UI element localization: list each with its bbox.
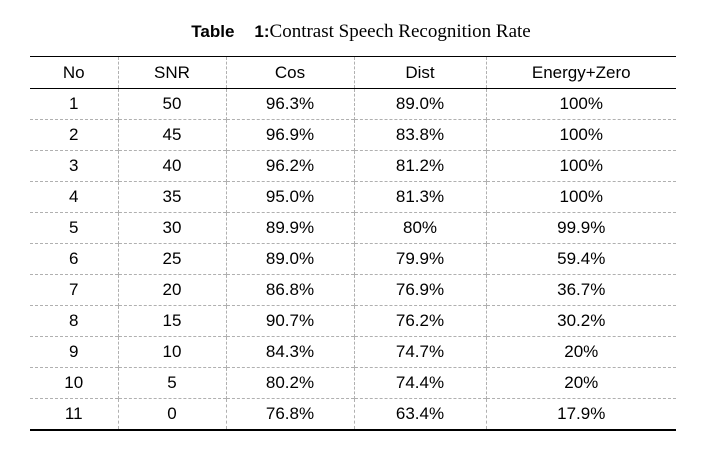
cell-snr: 50 <box>117 88 226 120</box>
cell-no: 10 <box>64 373 84 392</box>
header-energy-zero: Energy+Zero <box>485 56 676 89</box>
cell-dist: 83.8% <box>353 119 486 151</box>
cell-dist: 81.3% <box>353 181 486 213</box>
caption-title: Contrast Speech Recognition Rate <box>269 21 531 42</box>
cell-no: 5 <box>69 218 79 237</box>
cell-dist: 80% <box>353 212 486 244</box>
cell-energy-zero: 100% <box>485 150 676 182</box>
cell-no: 4 <box>69 187 79 206</box>
table-row: 3 40 96.2% 81.2% 100% <box>30 150 676 182</box>
table-row: 10 5 80.2% 74.4% 20% <box>30 367 676 399</box>
cell-dist: 74.4% <box>353 367 486 399</box>
cell-energy-zero: 36.7% <box>485 274 676 306</box>
header-snr: SNR <box>117 56 226 89</box>
cell-dist: 79.9% <box>353 243 486 275</box>
cell-cos: 76.8% <box>225 398 354 430</box>
cell-snr: 15 <box>117 305 226 337</box>
cell-no: 8 <box>69 311 79 330</box>
cell-cos: 89.0% <box>225 243 354 275</box>
cell-cos: 84.3% <box>225 336 354 368</box>
cell-energy-zero: 100% <box>485 88 676 120</box>
cell-snr: 45 <box>117 119 226 151</box>
cell-cos: 90.7% <box>225 305 354 337</box>
table-row: 8 15 90.7% 76.2% 30.2% <box>30 305 676 337</box>
cell-dist: 74.7% <box>353 336 486 368</box>
cell-cos: 80.2% <box>225 367 354 399</box>
cell-dist: 89.0% <box>353 88 486 120</box>
caption-label: Table <box>191 22 235 41</box>
header-no: No <box>62 62 85 82</box>
cell-snr: 20 <box>117 274 226 306</box>
cell-no: 3 <box>69 156 79 175</box>
cell-energy-zero: 20% <box>485 367 676 399</box>
cell-dist: 63.4% <box>353 398 486 430</box>
cell-dist: 81.2% <box>353 150 486 182</box>
header-row: No SNR Cos Dist Energy+Zero <box>30 56 676 89</box>
cell-energy-zero: 100% <box>485 181 676 213</box>
header-dist: Dist <box>353 56 486 89</box>
cell-energy-zero: 17.9% <box>485 398 676 430</box>
cell-snr: 0 <box>117 398 226 430</box>
cell-dist: 76.9% <box>353 274 486 306</box>
cell-snr: 5 <box>117 367 226 399</box>
cell-energy-zero: 59.4% <box>485 243 676 275</box>
cell-snr: 10 <box>117 336 226 368</box>
cell-energy-zero: 30.2% <box>485 305 676 337</box>
table-caption: Table 1:Contrast Speech Recognition Rate <box>0 20 722 44</box>
cell-no: 2 <box>69 125 79 144</box>
table-row: 1 50 96.3% 89.0% 100% <box>30 88 676 120</box>
table-row: 9 10 84.3% 74.7% 20% <box>30 336 676 368</box>
table-row: 11 0 76.8% 63.4% 17.9% <box>30 398 676 430</box>
cell-energy-zero: 20% <box>485 336 676 368</box>
table-row: 6 25 89.0% 79.9% 59.4% <box>30 243 676 275</box>
table-row: 4 35 95.0% 81.3% 100% <box>30 181 676 213</box>
cell-cos: 96.2% <box>225 150 354 182</box>
recognition-rate-table: No SNR Cos Dist Energy+Zero 1 50 96.3% 8… <box>30 56 676 431</box>
cell-no: 6 <box>69 249 79 268</box>
cell-cos: 96.9% <box>225 119 354 151</box>
cell-cos: 86.8% <box>225 274 354 306</box>
cell-no: 9 <box>69 342 79 361</box>
table-row: 7 20 86.8% 76.9% 36.7% <box>30 274 676 306</box>
cell-no: 11 <box>64 404 83 423</box>
cell-snr: 40 <box>117 150 226 182</box>
cell-snr: 25 <box>117 243 226 275</box>
cell-cos: 96.3% <box>225 88 354 120</box>
header-cos: Cos <box>225 56 354 89</box>
cell-cos: 89.9% <box>225 212 354 244</box>
cell-energy-zero: 100% <box>485 119 676 151</box>
cell-energy-zero: 99.9% <box>485 212 676 244</box>
table-row: 2 45 96.9% 83.8% 100% <box>30 119 676 151</box>
cell-snr: 35 <box>117 181 226 213</box>
cell-dist: 76.2% <box>353 305 486 337</box>
cell-no: 7 <box>69 280 79 299</box>
cell-cos: 95.0% <box>225 181 354 213</box>
cell-no: 1 <box>69 94 79 113</box>
caption-number: 1: <box>254 22 270 41</box>
table-row: 5 30 89.9% 80% 99.9% <box>30 212 676 244</box>
cell-snr: 30 <box>117 212 226 244</box>
